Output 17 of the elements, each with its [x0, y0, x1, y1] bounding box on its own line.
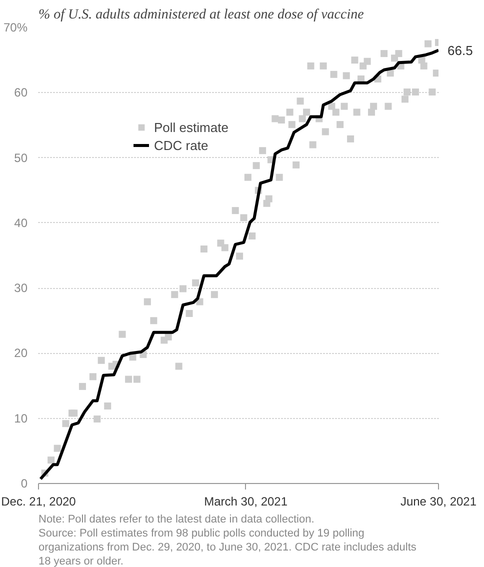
x-tick-label: Dec. 21, 2020 [1, 494, 76, 508]
source-note: Source: Poll estimates from 98 public polls conducted by 19 polling organizations from Dec. 29, 2020, to June 30, 2021. CDC rate includes adults 18 years or older. [38, 528, 417, 567]
x-tick-label: March 30, 2021 [204, 494, 288, 508]
y-tick-label: 20 [14, 346, 28, 360]
annotation: 66.5 [448, 42, 473, 58]
y-tick-label: 0 [20, 476, 28, 490]
text: Note: Poll dates refer to the latest date in data collection. [38, 514, 314, 526]
x-tick-label: June 30, 2021 [400, 494, 477, 508]
legend-label: Poll estimate [154, 119, 228, 135]
y-tick-label: 30 [14, 281, 28, 296]
y-tick-label: 50 [14, 150, 28, 165]
y-tick-label: 40 [14, 216, 28, 230]
chart-title: % of U.S. adults administered at least one dose of vaccine [38, 8, 364, 22]
legend-label: CDC rate [154, 137, 208, 153]
y-tick-label: 60 [14, 86, 28, 100]
y-tick-label: 70% [3, 20, 28, 34]
y-tick-label: 10 [14, 411, 28, 426]
